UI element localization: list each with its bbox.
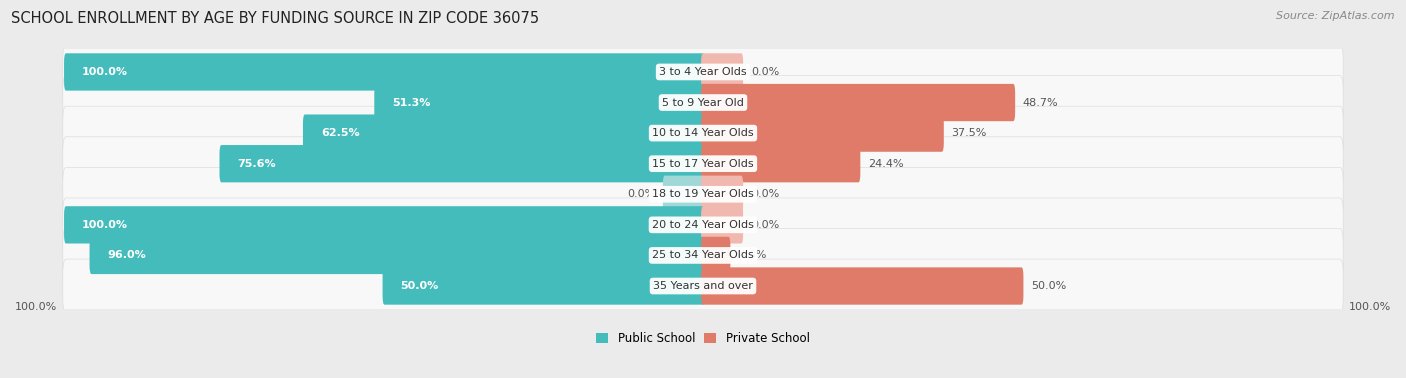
- Text: 100.0%: 100.0%: [1348, 302, 1391, 312]
- FancyBboxPatch shape: [65, 206, 704, 243]
- Text: 0.0%: 0.0%: [751, 220, 779, 230]
- Text: 75.6%: 75.6%: [238, 159, 276, 169]
- Text: SCHOOL ENROLLMENT BY AGE BY FUNDING SOURCE IN ZIP CODE 36075: SCHOOL ENROLLMENT BY AGE BY FUNDING SOUR…: [11, 11, 540, 26]
- Text: 25 to 34 Year Olds: 25 to 34 Year Olds: [652, 251, 754, 260]
- FancyBboxPatch shape: [63, 229, 1343, 282]
- FancyBboxPatch shape: [90, 237, 704, 274]
- FancyBboxPatch shape: [662, 176, 704, 213]
- Text: 51.3%: 51.3%: [392, 98, 430, 107]
- Text: 50.0%: 50.0%: [1031, 281, 1066, 291]
- FancyBboxPatch shape: [702, 206, 744, 243]
- FancyBboxPatch shape: [65, 53, 704, 91]
- FancyBboxPatch shape: [63, 45, 1343, 99]
- Text: 0.0%: 0.0%: [751, 189, 779, 199]
- FancyBboxPatch shape: [702, 84, 1015, 121]
- FancyBboxPatch shape: [702, 145, 860, 182]
- Text: 50.0%: 50.0%: [401, 281, 439, 291]
- Text: 0.0%: 0.0%: [627, 189, 655, 199]
- Text: 20 to 24 Year Olds: 20 to 24 Year Olds: [652, 220, 754, 230]
- FancyBboxPatch shape: [63, 137, 1343, 191]
- FancyBboxPatch shape: [219, 145, 704, 182]
- FancyBboxPatch shape: [63, 167, 1343, 221]
- FancyBboxPatch shape: [702, 176, 744, 213]
- FancyBboxPatch shape: [63, 198, 1343, 252]
- Text: 100.0%: 100.0%: [82, 67, 128, 77]
- FancyBboxPatch shape: [382, 267, 704, 305]
- Text: Source: ZipAtlas.com: Source: ZipAtlas.com: [1277, 11, 1395, 21]
- Text: 10 to 14 Year Olds: 10 to 14 Year Olds: [652, 128, 754, 138]
- Text: 18 to 19 Year Olds: 18 to 19 Year Olds: [652, 189, 754, 199]
- FancyBboxPatch shape: [702, 237, 730, 274]
- Text: 3 to 4 Year Olds: 3 to 4 Year Olds: [659, 67, 747, 77]
- Text: 4.0%: 4.0%: [738, 251, 766, 260]
- Text: 62.5%: 62.5%: [321, 128, 360, 138]
- Text: 35 Years and over: 35 Years and over: [652, 281, 754, 291]
- Text: 48.7%: 48.7%: [1022, 98, 1059, 107]
- Text: 96.0%: 96.0%: [107, 251, 146, 260]
- FancyBboxPatch shape: [702, 267, 1024, 305]
- FancyBboxPatch shape: [702, 115, 943, 152]
- Text: 37.5%: 37.5%: [952, 128, 987, 138]
- FancyBboxPatch shape: [63, 106, 1343, 160]
- Text: 15 to 17 Year Olds: 15 to 17 Year Olds: [652, 159, 754, 169]
- FancyBboxPatch shape: [302, 115, 704, 152]
- Text: 100.0%: 100.0%: [15, 302, 58, 312]
- Text: 5 to 9 Year Old: 5 to 9 Year Old: [662, 98, 744, 107]
- Text: 24.4%: 24.4%: [868, 159, 904, 169]
- Text: 100.0%: 100.0%: [82, 220, 128, 230]
- FancyBboxPatch shape: [374, 84, 704, 121]
- Text: 0.0%: 0.0%: [751, 67, 779, 77]
- FancyBboxPatch shape: [63, 76, 1343, 129]
- FancyBboxPatch shape: [702, 53, 744, 91]
- FancyBboxPatch shape: [63, 259, 1343, 313]
- Legend: Public School, Private School: Public School, Private School: [592, 327, 814, 350]
